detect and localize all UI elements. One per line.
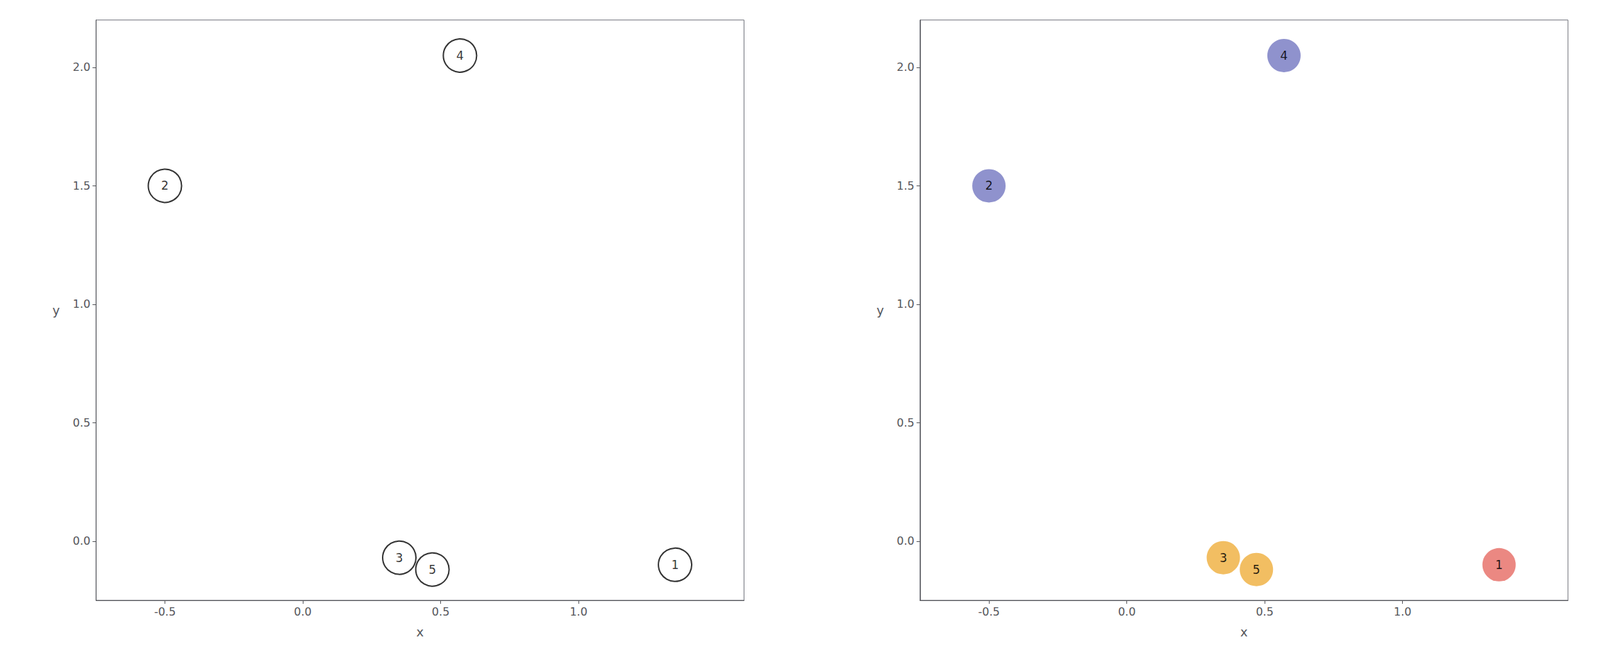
svg-text:3: 3	[1219, 550, 1228, 565]
svg-text:0.5: 0.5	[72, 415, 91, 430]
svg-text:1.5: 1.5	[72, 179, 91, 193]
svg-text:-0.5: -0.5	[154, 604, 176, 619]
svg-text:0.0: 0.0	[293, 604, 312, 619]
svg-text:1: 1	[671, 557, 680, 572]
svg-text:x: x	[415, 624, 424, 639]
svg-text:5: 5	[428, 562, 437, 577]
svg-text:5: 5	[1252, 562, 1261, 577]
svg-text:1.0: 1.0	[72, 297, 91, 311]
svg-text:3: 3	[395, 550, 404, 565]
svg-text:0.5: 0.5	[1255, 604, 1273, 619]
svg-text:x: x	[1240, 624, 1248, 639]
svg-text:-0.5: -0.5	[977, 604, 1000, 619]
svg-text:4: 4	[456, 48, 464, 63]
svg-text:2: 2	[985, 178, 994, 193]
svg-text:0.0: 0.0	[72, 534, 91, 548]
svg-text:2.0: 2.0	[896, 60, 914, 74]
svg-text:2: 2	[161, 178, 169, 193]
svg-text:1.0: 1.0	[569, 604, 587, 619]
svg-text:0.5: 0.5	[431, 604, 450, 619]
svg-text:1.0: 1.0	[1393, 604, 1412, 619]
svg-text:4: 4	[1280, 48, 1289, 63]
svg-text:y: y	[52, 302, 61, 318]
svg-text:y: y	[876, 302, 885, 318]
svg-text:1: 1	[1495, 557, 1503, 572]
svg-text:0.5: 0.5	[896, 415, 914, 430]
svg-text:2.0: 2.0	[72, 60, 91, 74]
svg-text:0.0: 0.0	[1118, 604, 1136, 619]
svg-text:1.0: 1.0	[896, 297, 914, 311]
svg-text:0.0: 0.0	[896, 534, 914, 548]
svg-text:1.5: 1.5	[896, 179, 914, 193]
